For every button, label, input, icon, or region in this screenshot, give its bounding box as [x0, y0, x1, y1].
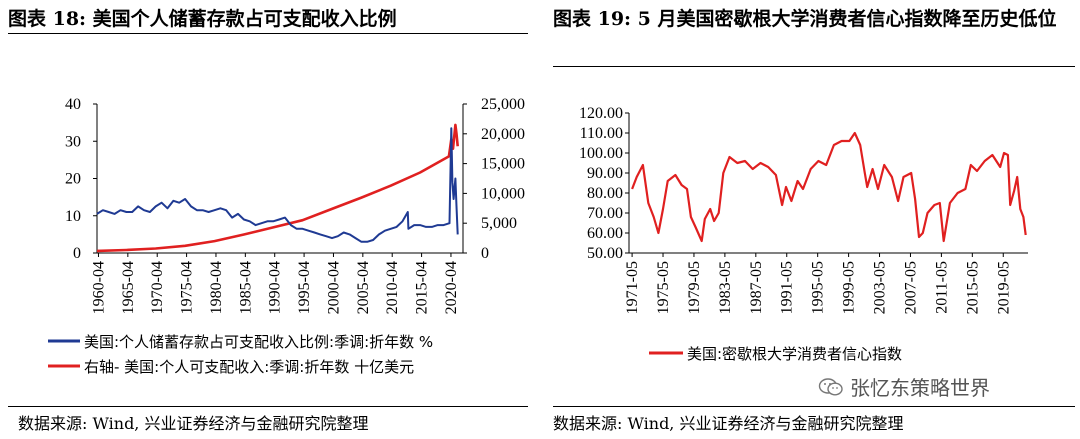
right-y-tick-label: 20,000: [481, 126, 525, 143]
left-y-tick-label: 20: [65, 171, 81, 188]
watermark-text: 张忆东策略世界: [850, 376, 990, 400]
legend-label-income: 右轴- 美国:个人可支配收入:季调:折年数 十亿美元: [84, 358, 414, 376]
bottom-divider-right: [553, 406, 1075, 407]
chart-18-title: 图表 18: 美国个人储蓄存款占可支配收入比例: [8, 8, 397, 30]
disposable-income-line: [96, 123, 459, 253]
left-y-tick-label: 30: [65, 133, 81, 150]
top-divider-right: [553, 66, 1075, 67]
x-tick-label: 1965-04: [120, 261, 137, 314]
top-divider-left: [8, 33, 528, 34]
right-y-tick-label: 0: [481, 245, 489, 262]
y-tick-label: 50.00: [587, 245, 623, 262]
source-note-left: 数据来源: Wind, 兴业证券经济与金融研究院整理: [18, 414, 369, 433]
y-tick-label: 70.00: [587, 205, 623, 222]
chart-19-title: 图表 19: 5 月美国密歇根大学消费者信心指数降至历史低位: [553, 8, 1057, 30]
savings-ratio-line: [96, 127, 459, 243]
x-tick-label: 1987-05: [748, 261, 765, 314]
y-tick-label: 60.00: [587, 225, 623, 242]
x-tick-label: 1985-04: [237, 261, 254, 314]
y-tick-label: 110.00: [580, 125, 623, 142]
x-tick-label: 1960-04: [90, 261, 107, 314]
x-tick-label: 2003-05: [872, 261, 889, 314]
x-tick-label: 1980-04: [208, 261, 225, 314]
x-tick-label: 2019-05: [995, 261, 1012, 314]
x-tick-label: 1975-05: [655, 261, 672, 314]
x-tick-label: 2005-04: [355, 261, 372, 314]
x-tick-label: 1999-05: [841, 261, 858, 314]
left-y-tick-label: 40: [65, 96, 81, 113]
x-tick-label: 2010-04: [384, 261, 401, 314]
right-y-tick-label: 5,000: [481, 215, 517, 232]
x-tick-label: 1970-04: [149, 261, 166, 314]
x-tick-label: 1979-05: [686, 261, 703, 314]
consumer-sentiment-chart: 50.00 60.00 70.00 80.00 90.00 100.00 110.00 120…: [579, 105, 1028, 363]
x-tick-label: 1971-05: [624, 261, 641, 314]
right-y-tick-label: 15,000: [481, 156, 525, 173]
x-tick-label: 2020-04: [443, 261, 460, 314]
legend-label-savings: 美国:个人储蓄存款占可支配收入比例:季调:折年数 %: [84, 333, 433, 351]
x-tick-label: 2011-05: [933, 261, 950, 314]
y-tick-label: 90.00: [587, 165, 623, 182]
savings-ratio-chart: 0 10 20 30 40 0 5,000 10,000 15,000 20,000 25,000 1…: [48, 96, 525, 376]
x-tick-label: 1983-05: [717, 261, 734, 314]
x-tick-label: 2007-05: [902, 261, 919, 314]
x-tick-label: 1991-05: [779, 261, 796, 314]
y-tick-label: 120.00: [579, 105, 623, 122]
legend-label-sentiment: 美国:密歇根大学消费者信心指数: [687, 345, 902, 363]
wechat-icon: [818, 377, 843, 396]
source-note-right: 数据来源: Wind, 兴业证券经济与金融研究院整理: [553, 414, 904, 433]
left-y-tick-label: 0: [73, 245, 81, 262]
x-tick-label: 2000-04: [325, 261, 342, 314]
x-tick-label: 2015-04: [414, 261, 431, 314]
x-tick-label: 2015-05: [964, 261, 981, 314]
x-tick-label: 1990-04: [267, 261, 284, 314]
sentiment-index-line: [631, 131, 1027, 243]
x-tick-label: 1995-04: [296, 261, 313, 314]
y-tick-label: 80.00: [587, 185, 623, 202]
right-y-tick-label: 10,000: [481, 185, 525, 202]
right-y-tick-label: 25,000: [481, 96, 525, 113]
left-y-tick-label: 10: [65, 208, 81, 225]
bottom-divider-left: [8, 406, 528, 407]
watermark: 张忆东策略世界: [818, 372, 990, 401]
y-tick-label: 100.00: [579, 145, 623, 162]
x-tick-label: 1995-05: [810, 261, 827, 314]
x-tick-label: 1975-04: [179, 261, 196, 314]
